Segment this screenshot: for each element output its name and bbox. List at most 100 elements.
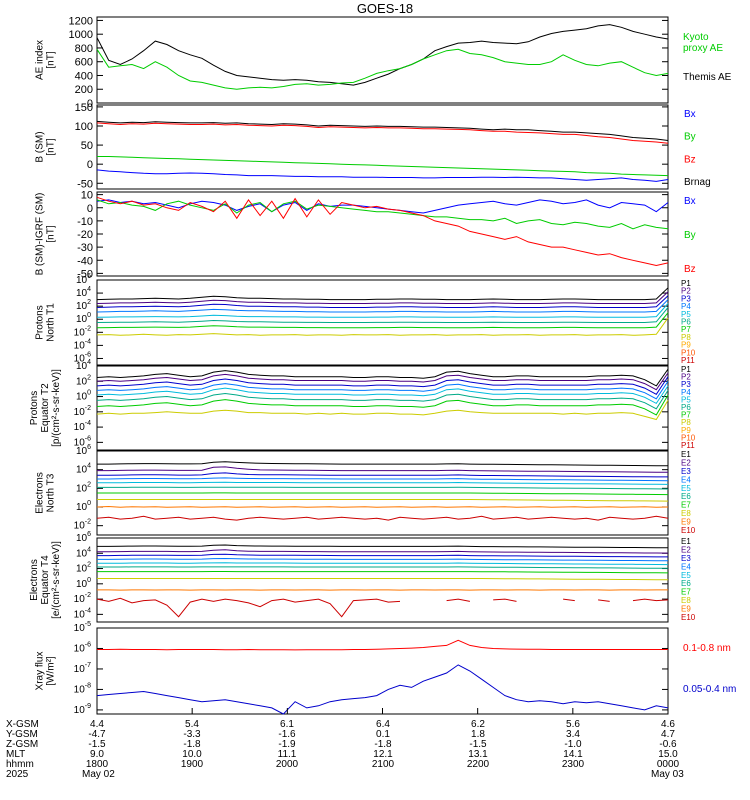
x-tick-value: -1.9 [278,739,296,750]
legend-entry: By [684,132,696,143]
legend-entry: Bz [684,264,696,275]
x-row-label: 2025 [6,769,29,780]
y-tick-label: 102 [76,374,91,387]
series-line-p7 [96,394,669,416]
series-line-e5 [97,481,669,485]
y-tick-label: 600 [75,57,93,69]
y-tick-label: 200 [75,84,93,96]
x-tick-value: 2200 [467,759,490,770]
legend-entry: P3 [681,380,691,389]
y-axis-label: B (SM)-IGRF (SM) [35,193,46,276]
series-line-p3 [96,295,669,308]
y-tick-label: 106 [76,273,91,286]
y-tick-label: 106 [76,444,91,457]
y-tick-label: -20 [77,229,93,241]
series-line-e7 [97,571,669,574]
x-tick-value: 4.7 [661,729,675,740]
x-tick-value: 4.6 [661,719,675,730]
y-axis-label: [nT] [46,51,57,68]
x-tick-value: -1.8 [374,739,392,750]
x-tick-value: 4.4 [90,719,104,730]
x-tick-value: 1900 [181,759,204,770]
x-tick-value: 12.1 [373,749,393,760]
legend: 0.1-0.8 nm 0.05-0.4 nm [683,643,736,695]
y-tick-label: 10-4 [74,607,91,620]
legend-entry: E9 [681,518,691,527]
y-tick-label: 10-4 [74,338,91,351]
legend-entry: 0.05-0.4 nm [683,684,736,695]
y-tick-label: -40 [77,255,93,267]
y-tick-label: 10-6 [74,641,91,654]
series-line-e6 [97,566,669,569]
y-tick-label: 10-6 [74,435,91,448]
x-tick-value: May 02 [82,769,115,780]
y-axis-label: [nT] [46,138,57,155]
legend-entry: E3 [681,554,691,563]
y-tick-label: 100 [76,500,91,513]
y-tick-label: 102 [76,562,91,575]
legend-entry: E7 [681,588,691,597]
series-line-by [96,199,669,230]
legend-entry: E10 [681,526,696,535]
legend-entry: E6 [681,492,691,501]
panel-8: 10-5 10-6 10-7 10-8 10-9 Xray flux [W/m²] 0.1-0… [35,621,737,716]
series-line-p2 [96,291,669,304]
x-row-label: X-GSM [6,719,39,730]
series-line-e6 [97,486,669,490]
x-tick-value: 6.4 [376,719,390,730]
series-line-e8 [97,578,669,581]
y-tick-label: 10-6 [74,351,91,364]
series-line-by [97,156,669,177]
legend-entry: P2 [681,373,691,382]
series-line-bz [96,122,669,144]
y-tick-label: 10-2 [74,405,91,418]
legend-entry: P6 [681,318,691,327]
series-line-p1 [96,368,669,387]
legend-entry: P7 [681,411,691,420]
y-tick-label: -30 [77,242,93,254]
x-tick-value: 2100 [372,759,395,770]
y-tick-label: 50 [81,140,93,152]
y-tick-label: 150 [75,102,93,114]
legend-entry: P2 [681,287,691,296]
x-tick-value: 0000 [657,759,680,770]
y-tick-label: 102 [76,299,91,312]
series-line-p2 [96,372,669,391]
legend-entry: Bx [684,196,696,207]
legend-entry: E8 [681,596,691,605]
panel-frame [96,191,669,277]
legend-entry: E7 [681,501,691,510]
legend-entry: 0.1-0.8 nm [683,643,731,654]
y-tick-label: 104 [76,546,91,559]
series-line-0-1-0-8-nm [97,639,668,651]
figure-title: GOES-18 [357,1,413,16]
x-tick-value: -3.3 [183,729,201,740]
legend-entry: E3 [681,467,691,476]
legend-entry: P10 [681,433,696,442]
y-tick-label: 100 [76,312,91,325]
y-tick-label: -50 [77,268,93,280]
y-tick-label: -10 [77,216,93,228]
legend-entry: P5 [681,310,691,319]
y-tick-label: 10-7 [74,662,91,675]
x-tick-value: -1.6 [278,729,296,740]
series-line-e8 [97,499,669,502]
series-line-bx [96,199,669,214]
y-axis-label: Electrons [29,559,40,601]
series-line-e1 [97,461,668,467]
panel-5: 104 102 100 10-2 10-4 10-6 Protons Equator T2 [p… [29,359,696,451]
x-tick-value: -1.8 [183,739,201,750]
y-tick-label: 104 [76,359,91,372]
legend-entry: E4 [681,475,691,484]
y-axis-label: North T3 [46,473,57,512]
legend-entry: P11 [681,441,695,450]
series-line-brnag [96,120,669,141]
x-tick-value: 5.6 [566,719,580,730]
legend-entry: E6 [681,579,691,588]
legend-entry: P5 [681,395,691,404]
